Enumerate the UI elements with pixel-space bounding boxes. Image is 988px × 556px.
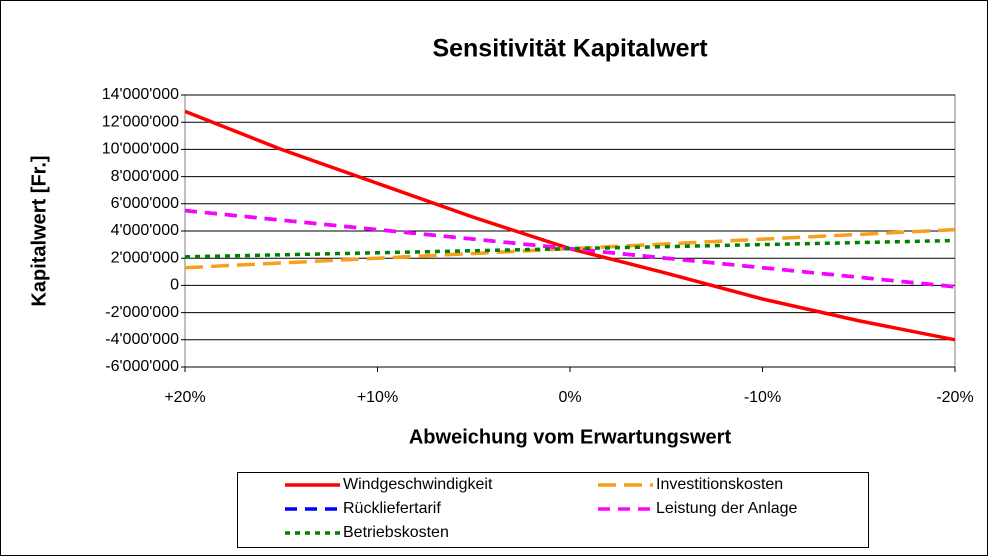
y-tick-label: 8'000'000 — [111, 168, 180, 185]
x-tick-label: +20% — [164, 389, 205, 406]
x-axis-label: Abweichung vom Erwartungswert — [409, 426, 732, 448]
legend-label: Investitionskosten — [656, 476, 783, 493]
y-tick-label: 4'000'000 — [111, 222, 180, 239]
x-tick-label: -10% — [744, 389, 781, 406]
y-tick-label: 14'000'000 — [102, 86, 179, 103]
y-tick-label: 10'000'000 — [102, 141, 179, 158]
y-axis-label: Kapitalwert [Fr.] — [28, 155, 50, 306]
x-tick-label: 0% — [558, 389, 581, 406]
y-tick-label: -6'000'000 — [105, 358, 179, 375]
chart-title: Sensitivität Kapitalwert — [432, 35, 708, 63]
y-tick-label: 2'000'000 — [111, 249, 180, 266]
y-tick-label: 12'000'000 — [102, 113, 179, 130]
legend-label: Windgeschwindigkeit — [343, 476, 493, 493]
legend-label: Rückliefertarif — [343, 500, 441, 517]
series-line — [184, 208, 956, 289]
y-tick-label: 6'000'000 — [111, 195, 180, 212]
x-tick-label: -20% — [936, 389, 973, 406]
legend-box — [237, 472, 869, 548]
series-line — [184, 238, 956, 259]
y-tick-label: -4'000'000 — [105, 331, 179, 348]
y-tick-label: -2'000'000 — [105, 304, 179, 321]
x-tick-label: +10% — [357, 389, 398, 406]
legend-label: Betriebskosten — [343, 524, 449, 541]
y-tick-label: 0 — [170, 277, 179, 294]
legend-label: Leistung der Anlage — [656, 500, 798, 517]
